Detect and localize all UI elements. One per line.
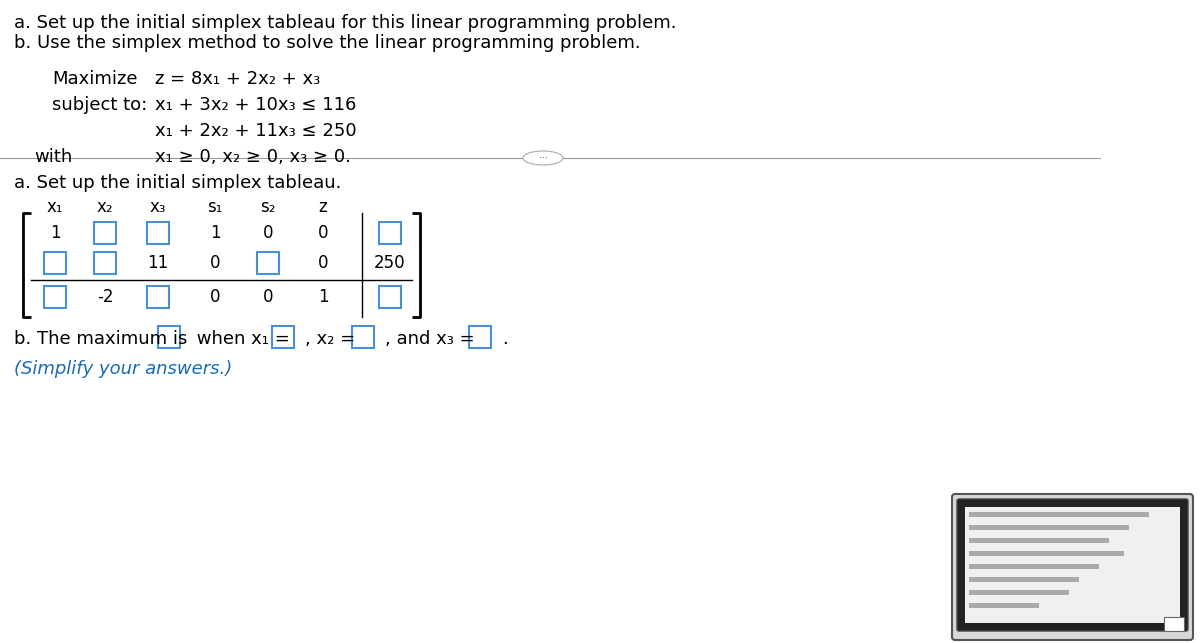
Text: x₁ + 2x₂ + 11x₃ ≤ 250: x₁ + 2x₂ + 11x₃ ≤ 250 [155,122,356,140]
Text: 250: 250 [374,254,406,272]
Bar [158,326,180,348]
Bar [257,252,278,274]
Text: a. Set up the initial simplex tableau for this linear programming problem.: a. Set up the initial simplex tableau fo… [14,14,677,32]
Bar [379,286,401,308]
Text: b. The maximum is: b. The maximum is [14,330,187,348]
Text: x₁ ≥ 0, x₂ ≥ 0, x₃ ≥ 0.: x₁ ≥ 0, x₂ ≥ 0, x₃ ≥ 0. [155,148,350,166]
Text: 0: 0 [210,254,221,272]
Text: subject to:: subject to: [52,96,148,114]
Text: 1: 1 [318,288,329,306]
Text: ···: ··· [539,153,547,163]
Text: x₁: x₁ [47,198,64,216]
Bar [94,252,116,274]
Text: , x₂ =: , x₂ = [305,330,355,348]
Text: 0: 0 [263,288,274,306]
Text: x₁ + 3x₂ + 10x₃ ≤ 116: x₁ + 3x₂ + 10x₃ ≤ 116 [155,96,356,114]
Bar [1164,617,1184,631]
Text: with: with [34,148,72,166]
FancyBboxPatch shape [952,494,1193,640]
Bar [970,603,1039,608]
Bar [970,512,1150,517]
Bar [469,326,491,348]
Bar [44,252,66,274]
FancyBboxPatch shape [958,499,1188,631]
Text: 0: 0 [263,224,274,242]
Text: x₂: x₂ [97,198,113,216]
Bar [148,286,169,308]
Text: Maximize: Maximize [52,70,138,88]
Text: 0: 0 [318,254,329,272]
Bar [352,326,374,348]
Bar [970,551,1124,556]
Bar [272,326,294,348]
Bar [970,564,1099,569]
Text: 1: 1 [49,224,60,242]
Text: 0: 0 [318,224,329,242]
Text: when x₁ =: when x₁ = [191,330,289,348]
Text: -2: -2 [97,288,113,306]
Bar [970,577,1079,582]
Bar [44,286,66,308]
Text: (Simplify your answers.): (Simplify your answers.) [14,360,233,378]
Ellipse shape [523,151,563,165]
Text: .: . [502,330,508,348]
Text: s₁: s₁ [208,198,223,216]
Text: 11: 11 [148,254,169,272]
Text: z = 8x₁ + 2x₂ + x₃: z = 8x₁ + 2x₂ + x₃ [155,70,320,88]
Text: 1: 1 [210,224,221,242]
Text: 0: 0 [210,288,221,306]
Text: s₂: s₂ [260,198,276,216]
Bar [379,222,401,244]
Text: z: z [319,198,328,216]
Bar [965,507,1180,623]
Bar [970,590,1069,595]
Text: b. Use the simplex method to solve the linear programming problem.: b. Use the simplex method to solve the l… [14,34,641,52]
Bar [970,525,1129,530]
Bar [970,538,1109,543]
Text: , and x₃ =: , and x₃ = [385,330,475,348]
Bar [148,222,169,244]
Text: a. Set up the initial simplex tableau.: a. Set up the initial simplex tableau. [14,174,341,192]
Bar [94,222,116,244]
Text: x₃: x₃ [150,198,167,216]
